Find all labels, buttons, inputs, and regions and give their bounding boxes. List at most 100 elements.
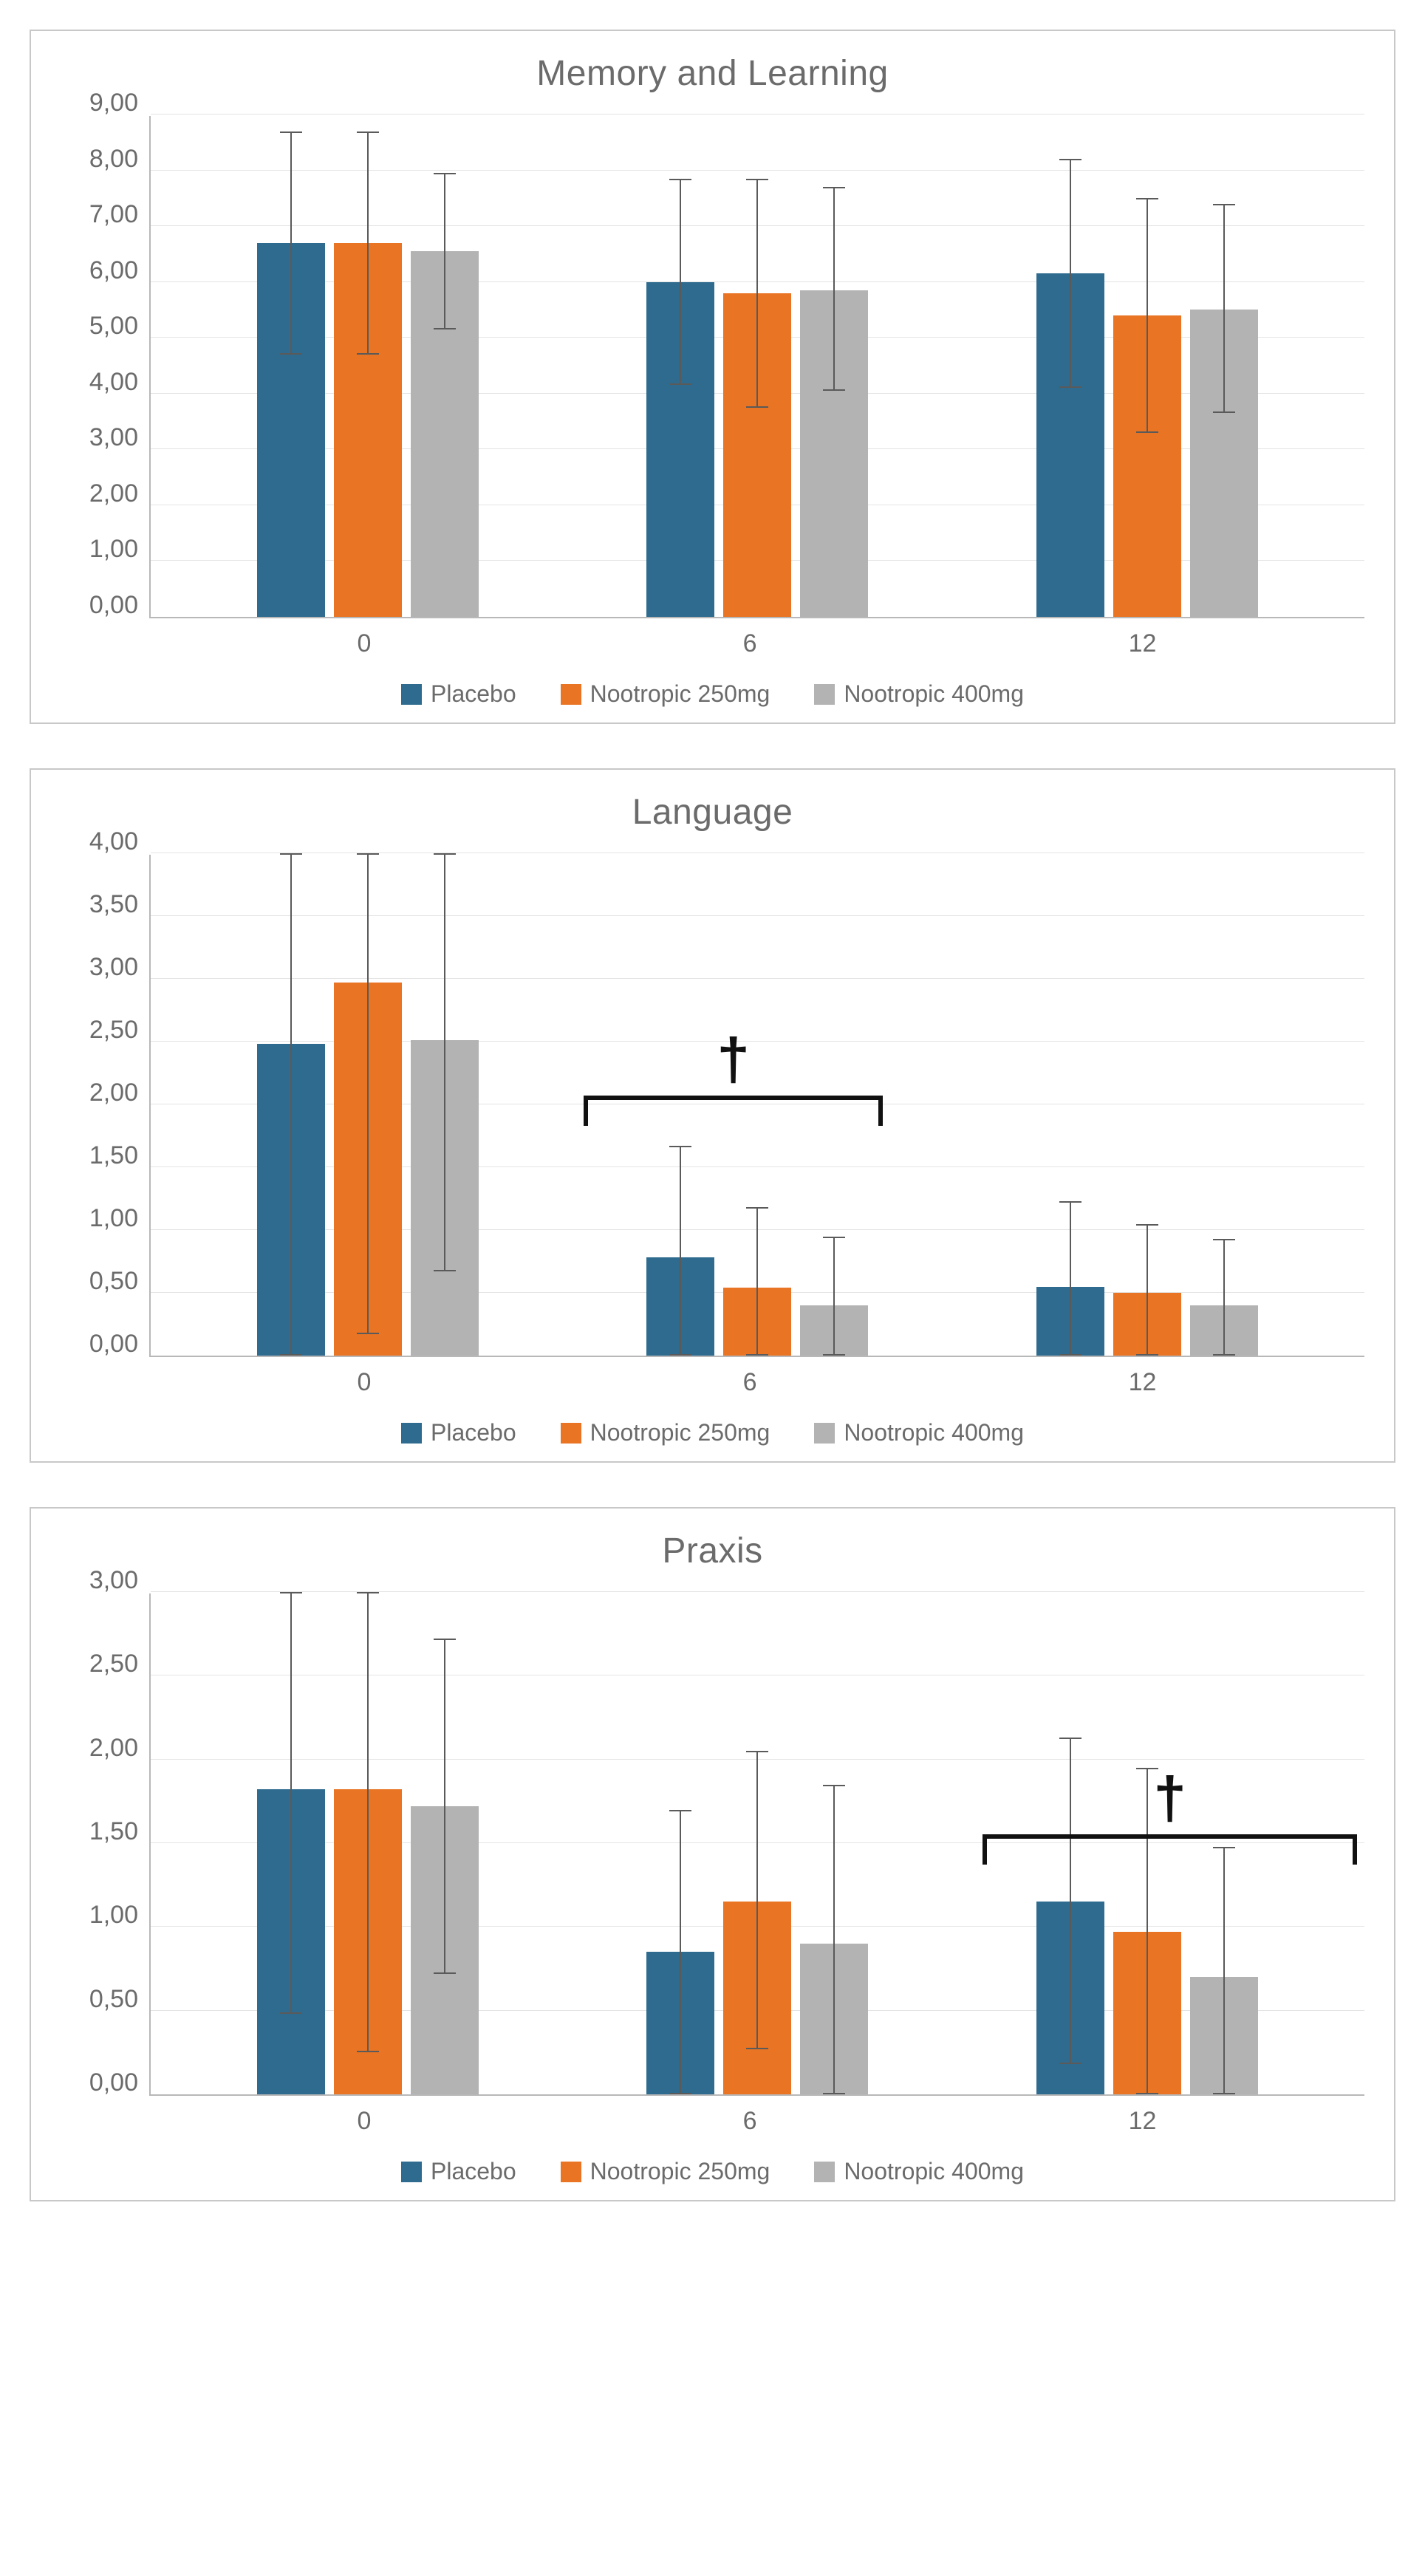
bar-n400 bbox=[800, 290, 868, 617]
error-bar bbox=[680, 179, 681, 386]
bar-n250 bbox=[1113, 1932, 1181, 2094]
legend-swatch bbox=[814, 1423, 835, 1444]
error-bar bbox=[290, 1592, 292, 2014]
gridline bbox=[151, 1591, 1364, 1592]
legend-item: Placebo bbox=[401, 680, 516, 708]
bar-group bbox=[1036, 1902, 1258, 2094]
x-tick-label: 0 bbox=[358, 629, 372, 658]
error-bar bbox=[367, 1592, 369, 2052]
chart-panel-language: Language 0,000,501,001,502,002,503,003,50… bbox=[30, 768, 1395, 1463]
x-axis: 0 6 12 bbox=[149, 2096, 1364, 2136]
x-tick-label: 0 bbox=[358, 1368, 372, 1397]
legend-swatch bbox=[814, 684, 835, 705]
x-tick-label: 6 bbox=[743, 629, 757, 658]
plot-wrap: 0,001,002,003,004,005,006,007,008,009,00 bbox=[61, 116, 1364, 618]
bar-group bbox=[1036, 1287, 1258, 1356]
error-bar bbox=[1070, 159, 1071, 388]
x-axis: 0 6 12 bbox=[149, 618, 1364, 658]
bar-n250 bbox=[334, 983, 402, 1356]
dagger-icon: † bbox=[1153, 1764, 1186, 1832]
error-bar bbox=[367, 131, 369, 355]
error-bar bbox=[290, 853, 292, 1356]
legend-label: Nootropic 400mg bbox=[844, 680, 1024, 708]
bar-n400 bbox=[1190, 1305, 1258, 1356]
error-bar bbox=[1223, 204, 1225, 413]
legend: Placebo Nootropic 250mg Nootropic 400mg bbox=[61, 2158, 1364, 2185]
error-bar bbox=[1147, 1224, 1148, 1356]
legend-swatch bbox=[401, 2162, 422, 2182]
error-bar bbox=[1070, 1738, 1071, 2064]
legend-swatch bbox=[401, 684, 422, 705]
bar-n250 bbox=[1113, 1293, 1181, 1356]
bar-placebo bbox=[257, 1789, 325, 2094]
x-tick-label: 6 bbox=[743, 2107, 757, 2136]
y-axis: 0,000,501,001,502,002,503,003,504,00 bbox=[61, 855, 149, 1357]
error-bar bbox=[680, 1810, 681, 2094]
bar-n250 bbox=[334, 1789, 402, 2094]
bar-placebo bbox=[257, 243, 325, 617]
legend-label: Nootropic 250mg bbox=[590, 680, 770, 708]
bar-n400 bbox=[411, 1806, 479, 2094]
x-tick-label: 0 bbox=[358, 2107, 372, 2136]
legend-label: Placebo bbox=[431, 680, 516, 708]
error-bar bbox=[756, 1207, 758, 1356]
legend: Placebo Nootropic 250mg Nootropic 400mg bbox=[61, 1419, 1364, 1446]
plot: 0,001,002,003,004,005,006,007,008,009,00 bbox=[61, 116, 1364, 618]
legend-swatch bbox=[561, 1423, 581, 1444]
bar-n400 bbox=[411, 1040, 479, 1356]
bar-placebo bbox=[646, 1952, 714, 2094]
error-bar bbox=[1147, 198, 1148, 432]
legend-swatch bbox=[401, 1423, 422, 1444]
error-bar bbox=[1070, 1201, 1071, 1356]
legend-label: Nootropic 400mg bbox=[844, 1419, 1024, 1446]
bar-n400 bbox=[1190, 310, 1258, 617]
bar-placebo bbox=[1036, 1287, 1104, 1356]
error-bar bbox=[367, 853, 369, 1334]
error-bar bbox=[444, 1639, 445, 1973]
error-bar bbox=[444, 853, 445, 1271]
legend-item: Nootropic 400mg bbox=[814, 2158, 1024, 2185]
legend-item: Nootropic 400mg bbox=[814, 680, 1024, 708]
error-bar bbox=[290, 131, 292, 355]
error-bar bbox=[1223, 1239, 1225, 1356]
bar-n250 bbox=[1113, 315, 1181, 617]
plot-wrap: 0,000,501,001,502,002,503,003,504,00† bbox=[61, 855, 1364, 1357]
bar-placebo bbox=[646, 1257, 714, 1356]
error-bar bbox=[833, 187, 835, 391]
panel-title: Memory and Learning bbox=[61, 53, 1364, 94]
legend-label: Nootropic 400mg bbox=[844, 2158, 1024, 2185]
error-bar bbox=[756, 179, 758, 408]
panel-title: Language bbox=[61, 792, 1364, 833]
y-axis: 0,001,002,003,004,005,006,007,008,009,00 bbox=[61, 116, 149, 618]
bar-group bbox=[257, 1789, 479, 2094]
x-tick-label: 6 bbox=[743, 1368, 757, 1397]
bar-n250 bbox=[723, 1288, 791, 1356]
chart-panel-praxis: Praxis0,000,501,001,502,002,503,00†0612P… bbox=[30, 1507, 1395, 2201]
error-bar bbox=[833, 1785, 835, 2094]
plot-area bbox=[149, 116, 1364, 618]
panel-title: Praxis bbox=[61, 1531, 1364, 1571]
bar-placebo bbox=[257, 1044, 325, 1356]
error-bar bbox=[680, 1146, 681, 1356]
error-bar bbox=[756, 1751, 758, 2049]
bar-group bbox=[646, 1257, 868, 1356]
legend-swatch bbox=[561, 684, 581, 705]
bar-n400 bbox=[800, 1944, 868, 2094]
x-tick-label: 12 bbox=[1129, 629, 1157, 658]
legend-item: Placebo bbox=[401, 1419, 516, 1446]
legend-label: Nootropic 250mg bbox=[590, 1419, 770, 1446]
bar-group bbox=[257, 983, 479, 1356]
significance-bracket bbox=[584, 1096, 884, 1126]
chart-panel-memory: Memory and Learning 0,001,002,003,004,005… bbox=[30, 30, 1395, 724]
x-axis: 0612 bbox=[149, 1357, 1364, 1397]
error-bar bbox=[833, 1237, 835, 1356]
error-bar bbox=[1223, 1847, 1225, 2094]
legend: Placebo Nootropic 250mg Nootropic 400mg bbox=[61, 680, 1364, 708]
legend-item: Nootropic 250mg bbox=[561, 680, 770, 708]
legend-label: Nootropic 250mg bbox=[590, 2158, 770, 2185]
legend-label: Placebo bbox=[431, 2158, 516, 2185]
bar-n400 bbox=[800, 1305, 868, 1356]
significance-bracket bbox=[983, 1834, 1357, 1865]
bar-group bbox=[646, 1902, 868, 2094]
x-tick-label: 12 bbox=[1129, 2107, 1157, 2136]
